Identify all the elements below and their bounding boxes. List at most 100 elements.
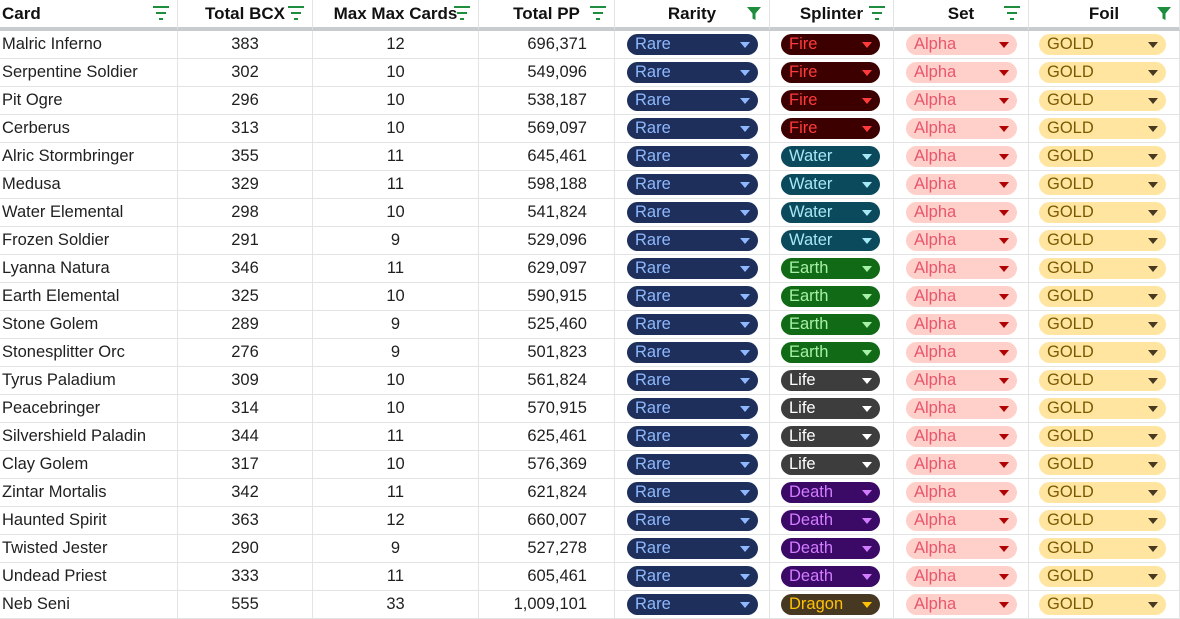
rarity-dropdown[interactable]: Rare [627,202,758,223]
total-pp-cell[interactable]: 576,369 [479,451,615,479]
foil-dropdown[interactable]: GOLD [1039,62,1166,83]
filter-icon[interactable] [1004,6,1020,20]
total-pp-cell[interactable]: 525,460 [479,311,615,339]
total-pp-cell[interactable]: 605,461 [479,563,615,591]
card-name-cell[interactable]: Stone Golem [0,311,178,339]
max-max-cards-cell[interactable]: 11 [313,563,479,591]
splinter-dropdown[interactable]: Life [781,454,880,475]
max-max-cards-cell[interactable]: 10 [313,283,479,311]
splinter-dropdown[interactable]: Life [781,426,880,447]
total-pp-cell[interactable]: 696,371 [479,31,615,59]
total-pp-cell[interactable]: 629,097 [479,255,615,283]
card-name-cell[interactable]: Haunted Spirit [0,507,178,535]
total-pp-cell[interactable]: 527,278 [479,535,615,563]
foil-dropdown[interactable]: GOLD [1039,202,1166,223]
max-max-cards-cell[interactable]: 12 [313,507,479,535]
rarity-dropdown[interactable]: Rare [627,538,758,559]
total-bcx-cell[interactable]: 317 [178,451,313,479]
total-bcx-cell[interactable]: 555 [178,591,313,619]
foil-dropdown[interactable]: GOLD [1039,510,1166,531]
splinter-dropdown[interactable]: Water [781,230,880,251]
rarity-dropdown[interactable]: Rare [627,510,758,531]
total-pp-cell[interactable]: 529,096 [479,227,615,255]
card-name-cell[interactable]: Cerberus [0,115,178,143]
total-bcx-cell[interactable]: 290 [178,535,313,563]
max-max-cards-cell[interactable]: 10 [313,115,479,143]
max-max-cards-cell[interactable]: 11 [313,255,479,283]
total-bcx-cell[interactable]: 298 [178,199,313,227]
foil-dropdown[interactable]: GOLD [1039,174,1166,195]
set-dropdown[interactable]: Alpha [906,426,1017,447]
header-card[interactable]: Card [0,0,178,31]
rarity-dropdown[interactable]: Rare [627,258,758,279]
rarity-dropdown[interactable]: Rare [627,118,758,139]
total-pp-cell[interactable]: 625,461 [479,423,615,451]
foil-dropdown[interactable]: GOLD [1039,398,1166,419]
total-bcx-cell[interactable]: 344 [178,423,313,451]
total-pp-cell[interactable]: 501,823 [479,339,615,367]
set-dropdown[interactable]: Alpha [906,258,1017,279]
total-pp-cell[interactable]: 538,187 [479,87,615,115]
total-bcx-cell[interactable]: 325 [178,283,313,311]
set-dropdown[interactable]: Alpha [906,342,1017,363]
max-max-cards-cell[interactable]: 11 [313,143,479,171]
set-dropdown[interactable]: Alpha [906,118,1017,139]
max-max-cards-cell[interactable]: 10 [313,199,479,227]
max-max-cards-cell[interactable]: 10 [313,395,479,423]
total-bcx-cell[interactable]: 313 [178,115,313,143]
header-rarity[interactable]: Rarity [615,0,770,31]
splinter-dropdown[interactable]: Death [781,510,880,531]
splinter-dropdown[interactable]: Fire [781,62,880,83]
card-name-cell[interactable]: Malric Inferno [0,31,178,59]
rarity-dropdown[interactable]: Rare [627,566,758,587]
set-dropdown[interactable]: Alpha [906,314,1017,335]
rarity-dropdown[interactable]: Rare [627,62,758,83]
card-name-cell[interactable]: Lyanna Natura [0,255,178,283]
card-name-cell[interactable]: Alric Stormbringer [0,143,178,171]
total-pp-cell[interactable]: 561,824 [479,367,615,395]
total-pp-cell[interactable]: 645,461 [479,143,615,171]
total-pp-cell[interactable]: 621,824 [479,479,615,507]
card-name-cell[interactable]: Undead Priest [0,563,178,591]
rarity-dropdown[interactable]: Rare [627,90,758,111]
filter-active-icon[interactable] [1156,6,1172,21]
set-dropdown[interactable]: Alpha [906,62,1017,83]
foil-dropdown[interactable]: GOLD [1039,566,1166,587]
set-dropdown[interactable]: Alpha [906,34,1017,55]
total-pp-cell[interactable]: 1,009,101 [479,591,615,619]
filter-icon[interactable] [153,6,169,20]
filter-active-icon[interactable] [746,6,762,21]
total-pp-cell[interactable]: 541,824 [479,199,615,227]
header-set[interactable]: Set [894,0,1029,31]
max-max-cards-cell[interactable]: 11 [313,423,479,451]
total-bcx-cell[interactable]: 291 [178,227,313,255]
header-foil[interactable]: Foil [1029,0,1180,31]
set-dropdown[interactable]: Alpha [906,230,1017,251]
max-max-cards-cell[interactable]: 11 [313,171,479,199]
splinter-dropdown[interactable]: Death [781,538,880,559]
max-max-cards-cell[interactable]: 12 [313,31,479,59]
set-dropdown[interactable]: Alpha [906,202,1017,223]
header-max-max-cards[interactable]: Max Max Cards [313,0,479,31]
total-bcx-cell[interactable]: 363 [178,507,313,535]
card-name-cell[interactable]: Frozen Soldier [0,227,178,255]
total-bcx-cell[interactable]: 342 [178,479,313,507]
foil-dropdown[interactable]: GOLD [1039,90,1166,111]
max-max-cards-cell[interactable]: 10 [313,59,479,87]
total-pp-cell[interactable]: 598,188 [479,171,615,199]
set-dropdown[interactable]: Alpha [906,538,1017,559]
set-dropdown[interactable]: Alpha [906,454,1017,475]
foil-dropdown[interactable]: GOLD [1039,482,1166,503]
foil-dropdown[interactable]: GOLD [1039,370,1166,391]
card-name-cell[interactable]: Zintar Mortalis [0,479,178,507]
max-max-cards-cell[interactable]: 9 [313,227,479,255]
total-pp-cell[interactable]: 660,007 [479,507,615,535]
total-bcx-cell[interactable]: 296 [178,87,313,115]
splinter-dropdown[interactable]: Water [781,202,880,223]
card-name-cell[interactable]: Twisted Jester [0,535,178,563]
splinter-dropdown[interactable]: Death [781,482,880,503]
filter-icon[interactable] [454,6,470,20]
splinter-dropdown[interactable]: Fire [781,90,880,111]
card-name-cell[interactable]: Clay Golem [0,451,178,479]
splinter-dropdown[interactable]: Water [781,146,880,167]
